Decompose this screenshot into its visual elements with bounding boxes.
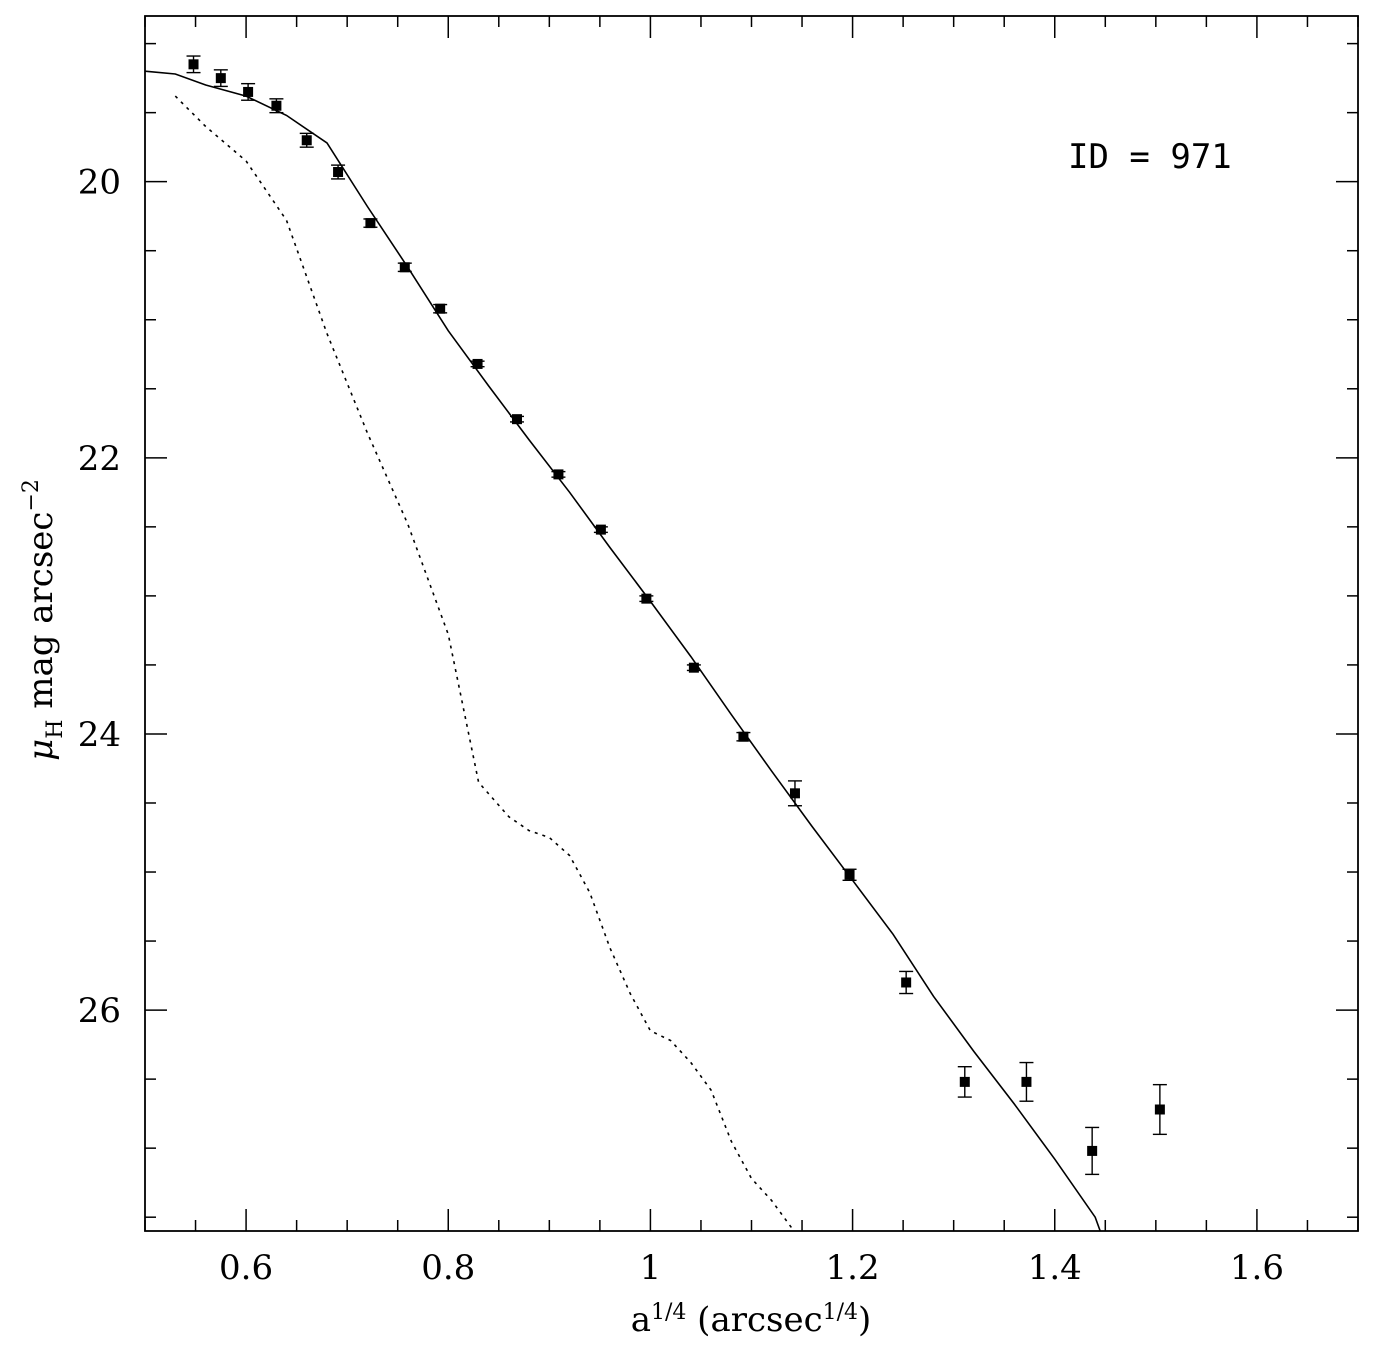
x-tick-label: 1.6 <box>1230 1248 1284 1288</box>
data-point <box>1152 1083 1167 1136</box>
data-marker <box>511 414 522 425</box>
y-axis-title: μH mag arcsec−2 <box>19 479 68 761</box>
data-point <box>639 593 654 604</box>
data-point <box>433 303 448 314</box>
data-point <box>551 469 566 480</box>
data-point <box>363 218 378 229</box>
psf-curve-dotted <box>174 95 793 1229</box>
data-point <box>509 414 524 425</box>
y-tick-labels: 20 22 24 26 <box>78 163 121 1031</box>
data-point <box>1019 1061 1034 1102</box>
data-marker <box>641 593 652 604</box>
data-marker <box>365 218 376 229</box>
y-tick-label: 22 <box>78 439 121 479</box>
data-marker <box>435 303 446 314</box>
x-tick-label: 1.4 <box>1028 1248 1082 1288</box>
data-marker <box>901 977 912 988</box>
data-point <box>957 1065 972 1098</box>
data-marker <box>959 1076 970 1087</box>
data-marker <box>738 731 749 742</box>
object-id-label: ID = 971 <box>1068 137 1232 177</box>
data-point <box>899 970 914 995</box>
data-point <box>331 164 346 180</box>
data-marker <box>595 524 606 535</box>
y-tick-label: 20 <box>78 163 121 203</box>
data-point <box>686 662 701 673</box>
x-tick-label: 1 <box>640 1248 662 1288</box>
data-point <box>470 358 485 369</box>
data-point <box>213 69 228 88</box>
x-tick-label: 0.8 <box>421 1248 475 1288</box>
data-point <box>299 132 314 148</box>
data-marker <box>243 86 254 97</box>
data-point <box>1085 1126 1100 1176</box>
data-marker <box>553 469 564 480</box>
data-point <box>787 780 802 807</box>
data-marker <box>271 100 282 111</box>
data-marker <box>1021 1076 1032 1087</box>
data-point <box>593 524 608 535</box>
data-marker <box>789 788 800 799</box>
data-marker <box>1154 1104 1165 1115</box>
data-marker <box>688 662 699 673</box>
data-points <box>186 55 1167 1176</box>
axis-ticks <box>144 16 1359 1231</box>
data-point <box>269 98 284 114</box>
data-point <box>186 55 201 74</box>
data-marker <box>333 167 344 178</box>
data-point <box>241 82 256 101</box>
data-point <box>397 262 412 273</box>
curves <box>144 70 1101 1232</box>
data-marker <box>844 869 855 880</box>
plot-frame <box>144 15 1359 1232</box>
data-marker <box>215 73 226 84</box>
data-marker <box>399 262 410 273</box>
data-marker <box>188 59 199 70</box>
data-marker <box>472 358 483 369</box>
data-marker <box>1087 1145 1098 1156</box>
y-tick-label: 24 <box>78 715 121 755</box>
x-axis-title: a1/4 (arcsec1/4) <box>631 1300 872 1340</box>
x-tick-label: 1.2 <box>826 1248 880 1288</box>
x-tick-label: 0.6 <box>219 1248 273 1288</box>
x-tick-labels: 0.6 0.8 1 1.2 1.4 1.6 <box>219 1248 1284 1288</box>
data-marker <box>301 135 312 146</box>
data-point <box>842 868 857 882</box>
data-point <box>736 731 751 742</box>
y-tick-label: 26 <box>78 991 121 1031</box>
model-fit-curve <box>144 70 1101 1232</box>
